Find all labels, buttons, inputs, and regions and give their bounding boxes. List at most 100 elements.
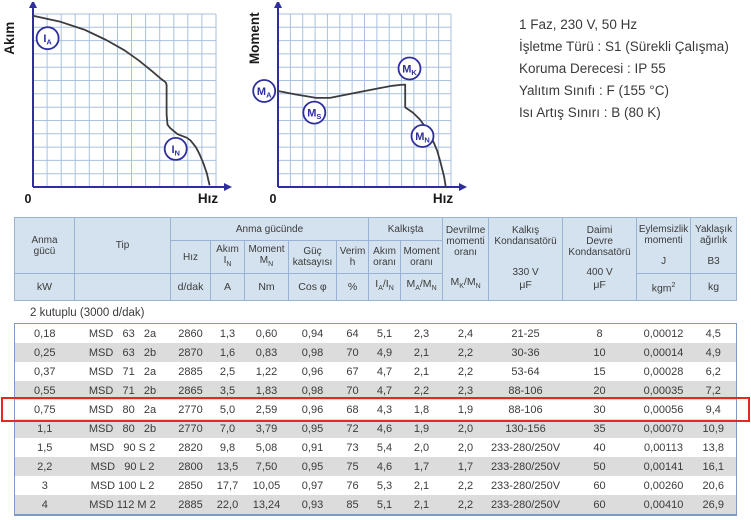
table-cell: MSD 80 2a bbox=[88, 403, 157, 416]
table-cell: 2,3 bbox=[457, 384, 474, 397]
marker-label-MN: MN bbox=[415, 131, 430, 145]
marker-label-MK: MK bbox=[402, 64, 417, 78]
marker-label-IN: IN bbox=[171, 144, 179, 158]
table-cell: 2,1 bbox=[413, 498, 430, 511]
table-cell: 4,9 bbox=[705, 346, 721, 359]
table-cell: 7,2 bbox=[705, 384, 721, 397]
unit-moment-orani: MA/MN bbox=[400, 273, 444, 301]
table-cell: 8 bbox=[596, 327, 603, 340]
table-cell: 3,79 bbox=[255, 422, 278, 435]
header-devrilme-label: Devrilme momenti oranı bbox=[445, 225, 486, 258]
header-daimi-label: Daimi Devre Kondansatörü bbox=[568, 225, 631, 258]
table-cell: 233-280/250V bbox=[490, 460, 561, 473]
table-cell: 17,7 bbox=[216, 479, 239, 492]
table-cell: 2,2 bbox=[413, 384, 430, 397]
table-cell: 0,98 bbox=[301, 384, 324, 397]
table-cell: 20 bbox=[593, 384, 606, 397]
table-cell: 70 bbox=[346, 346, 359, 359]
table-cell: 4,9 bbox=[376, 346, 393, 359]
spec-list: 1 Faz, 230 V, 50 Hz İşletme Türü : S1 (S… bbox=[519, 2, 729, 124]
table-cell: 2,3 bbox=[413, 327, 430, 340]
table-cell: 3 bbox=[41, 479, 48, 492]
table-row[interactable]: 0,37 MSD 71 2a 2885 2,5 1,22 0,96 67 4,7 2,1 2,2 5… bbox=[15, 362, 737, 381]
table-row[interactable]: 0,25 MSD 63 2b 2870 1,6 0,83 0,98 70 4,9 2,1 2,2 3… bbox=[14, 343, 737, 362]
spec-line-duty: İşletme Türü : S1 (Sürekli Çalışma) bbox=[519, 39, 729, 54]
y-axis-arrow-icon bbox=[29, 2, 37, 8]
header-hiz: Hız bbox=[170, 240, 211, 274]
x-axis-label: Hız bbox=[198, 191, 219, 206]
table-cell: 1,9 bbox=[457, 403, 474, 416]
characteristic-curve bbox=[277, 83, 447, 188]
unit-guc-katsayisi: Cos φ bbox=[288, 273, 337, 301]
table-cell: 2820 bbox=[178, 441, 203, 454]
motor-table: 0,18 MSD 63 2a 2860 1,3 0,60 0,94 64 5,1 2,3 2,4 2… bbox=[14, 323, 737, 516]
header-anma-gucu: Anma gücü bbox=[14, 217, 75, 274]
table-cell: 13,24 bbox=[252, 498, 281, 511]
motor-table-body: 0,18 MSD 63 2a 2860 1,3 0,60 0,94 64 5,1 2,3 2,4 2… bbox=[14, 324, 737, 515]
section-label: 2 kutuplu (3000 d/dak) bbox=[30, 307, 145, 319]
header-guc-katsayisi: Güç katsayısı bbox=[288, 240, 337, 274]
table-cell: 5,1 bbox=[376, 327, 393, 340]
unit-eylemsizlik: kgm2 bbox=[636, 273, 692, 301]
header-moment: Moment MN bbox=[244, 240, 289, 274]
header-eylemsizlik-symbol: J bbox=[661, 255, 667, 267]
header-devrilme-unit: MK/MN bbox=[450, 275, 481, 290]
table-cell: 233-280/250V bbox=[490, 498, 561, 511]
table-cell: 7,50 bbox=[255, 460, 278, 473]
table-cell: 5,08 bbox=[255, 441, 278, 454]
table-cell: 2770 bbox=[178, 422, 203, 435]
unit-verim: % bbox=[335, 273, 370, 301]
table-cell: 0,94 bbox=[301, 327, 324, 340]
table-cell: 0,93 bbox=[301, 498, 324, 511]
y-axis-label: Moment bbox=[248, 12, 262, 64]
table-row[interactable]: 4 MSD 112 M 2 2885 22,0 13,24 0,93 85 5,1 2,1 2,2… bbox=[14, 495, 737, 515]
table-cell: 0,00141 bbox=[643, 460, 684, 473]
table-row[interactable]: 0,18 MSD 63 2a 2860 1,3 0,60 0,94 64 5,1 2,3 2,4 2… bbox=[15, 324, 737, 344]
table-cell: 1,8 bbox=[413, 403, 430, 416]
characteristic-curve bbox=[32, 14, 211, 186]
table-cell: 2,0 bbox=[457, 441, 474, 454]
table-row[interactable]: 2,2 MSD 90 L 2 2800 13,5 7,50 0,95 75 4,6 1,7 1,7… bbox=[14, 457, 737, 476]
table-cell: MSD 112 M 2 bbox=[89, 498, 156, 511]
marker-IN bbox=[163, 136, 188, 161]
table-cell: 233-280/250V bbox=[490, 441, 561, 454]
current-speed-chart: IA IN Akım Hız 0 bbox=[3, 2, 232, 206]
table-cell: 0,00028 bbox=[643, 365, 684, 378]
header-devrilme-momenti-orani: Devrilme momenti oranı MK/MN bbox=[442, 217, 490, 301]
table-cell: MSD 80 2b bbox=[88, 422, 157, 435]
charts-and-specs: IA IN Akım Hız 0 MA MS MK MN Moment Hız 0 1 Faz, 2… bbox=[0, 0, 751, 207]
table-cell: 0,55 bbox=[34, 384, 56, 397]
table-cell: 4,6 bbox=[376, 422, 393, 435]
table-cell: 9,4 bbox=[705, 403, 721, 416]
table-cell: 2,59 bbox=[255, 403, 278, 416]
unit-akim: A bbox=[210, 273, 245, 301]
table-cell: 72 bbox=[346, 422, 359, 435]
table-row[interactable]: 1,1 MSD 80 2b 2770 7,0 3,79 0,95 72 4,6 1,9 2,0 13… bbox=[14, 419, 737, 438]
table-row[interactable]: 0,55 MSD 71 2b 2865 3,5 1,83 0,98 70 4,7 2,2 2,3 8… bbox=[14, 381, 737, 400]
table-row-selected[interactable]: 0,75 MSD 80 2a 2770 5,0 2,59 0,96 68 4,3 1,8 1,9 8… bbox=[15, 400, 737, 419]
table-cell: 50 bbox=[593, 460, 606, 473]
table-cell: 7,0 bbox=[219, 422, 236, 435]
header-eylemsizlik-label: Eylemsizlik momenti bbox=[638, 223, 689, 246]
table-cell: 1,5 bbox=[37, 441, 53, 454]
header-eylemsizlik-momenti: Eylemsizlik momenti J bbox=[636, 217, 692, 274]
torque-speed-chart: MA MS MK MN Moment Hız 0 bbox=[248, 2, 467, 206]
header-akim: Akım IN bbox=[210, 240, 245, 274]
table-cell: 0,00070 bbox=[643, 422, 684, 435]
table-row[interactable]: 1,5 MSD 90 S 2 2820 9,8 5,08 0,91 73 5,4 2,0 2,0 2… bbox=[15, 438, 737, 457]
header-tip: Tip bbox=[74, 217, 171, 274]
header-kalkis-unit: μF bbox=[519, 279, 532, 291]
header-kalkis-kondansatoru: Kalkış Kondansatörü 330 V μF bbox=[488, 217, 564, 301]
table-cell: 60 bbox=[593, 498, 606, 511]
motor-table-header: Anma gücü Tip Anma gücünde Kalkışta Devri… bbox=[14, 217, 738, 301]
table-cell: 0,00260 bbox=[643, 479, 684, 492]
table-cell: 1,83 bbox=[255, 384, 278, 397]
marker-label-MS: MS bbox=[307, 108, 321, 122]
unit-yaklasik: kg bbox=[690, 273, 738, 301]
table-cell: 4,7 bbox=[376, 365, 393, 378]
table-cell: MSD 71 2a bbox=[88, 365, 157, 378]
table-cell: 0,00056 bbox=[643, 403, 684, 416]
header-moment-orani: Moment oranı bbox=[400, 240, 444, 274]
table-cell: 0,96 bbox=[301, 365, 324, 378]
table-row[interactable]: 3 MSD 100 L 2 2850 17,7 10,05 0,97 76 5,3 2,1 2,2… bbox=[15, 476, 737, 495]
